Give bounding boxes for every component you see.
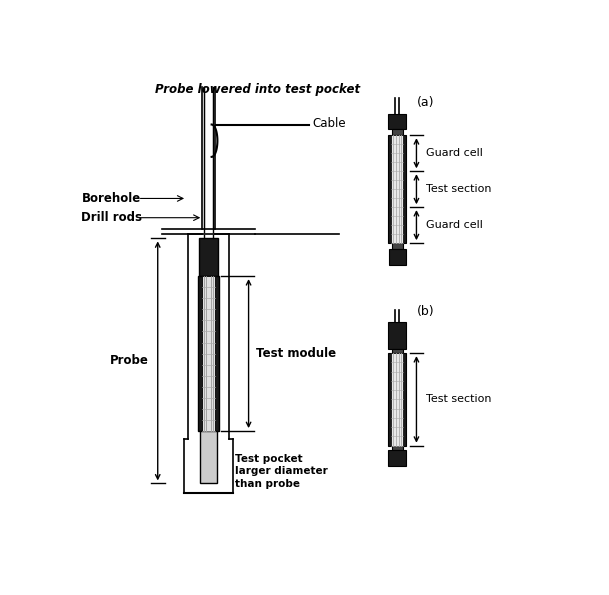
Text: Test module: Test module <box>256 347 336 360</box>
Text: Probe lowered into test pocket: Probe lowered into test pocket <box>155 83 360 96</box>
Bar <box>200 431 217 483</box>
Bar <box>388 135 406 243</box>
Bar <box>392 349 403 353</box>
Bar <box>199 239 218 276</box>
Bar <box>202 276 216 431</box>
Text: Drill rods: Drill rods <box>82 211 143 224</box>
Text: Guard cell: Guard cell <box>426 148 482 158</box>
Text: Guard cell: Guard cell <box>426 220 482 230</box>
Bar <box>391 353 403 446</box>
Bar <box>392 243 403 249</box>
Text: Borehole: Borehole <box>82 192 141 205</box>
Bar <box>391 135 403 243</box>
Text: (b): (b) <box>417 305 434 318</box>
Text: Cable: Cable <box>312 117 346 130</box>
Text: Test section: Test section <box>426 394 491 405</box>
Text: (a): (a) <box>417 96 434 109</box>
Bar <box>392 129 403 135</box>
Bar <box>388 322 406 349</box>
Bar <box>388 353 406 446</box>
Text: Test section: Test section <box>426 184 491 194</box>
Bar <box>392 446 403 450</box>
Bar <box>388 114 406 129</box>
Bar <box>198 276 219 431</box>
Text: Test pocket
larger diameter
than probe: Test pocket larger diameter than probe <box>236 454 328 488</box>
Bar <box>389 249 406 265</box>
Bar <box>388 450 406 466</box>
Text: Probe: Probe <box>110 355 149 368</box>
